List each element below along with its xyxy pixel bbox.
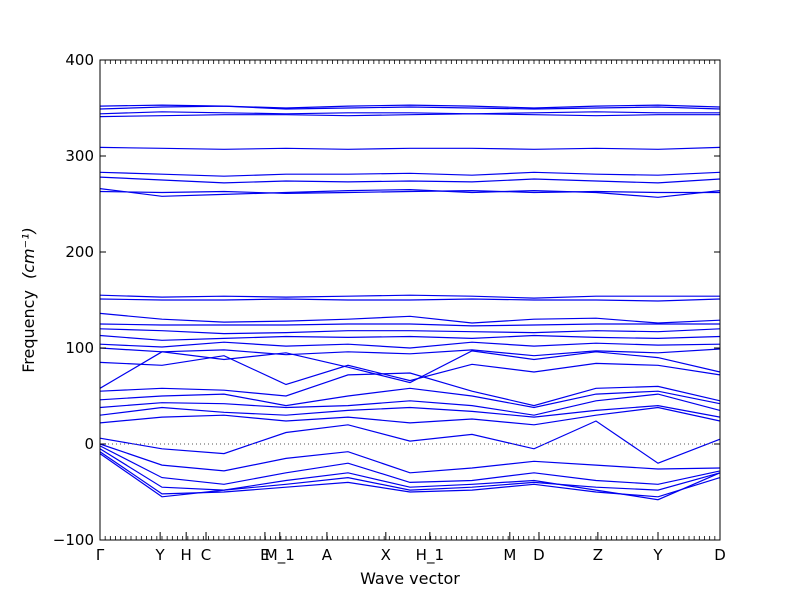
band-line-22 [99, 393, 721, 416]
band-line-13 [99, 323, 720, 327]
y-axis-label-text: Frequency [19, 290, 38, 373]
band-line-21 [99, 387, 721, 409]
band-line-9 [99, 189, 720, 195]
band-line-24 [99, 406, 721, 426]
x-tick-label: M [503, 546, 516, 564]
band-line-14 [99, 328, 721, 335]
band-line-19 [99, 355, 721, 386]
x-tick-label: D [714, 546, 726, 564]
x-tick-label: H [181, 546, 192, 564]
band-line-18 [99, 350, 721, 389]
band-line-20 [99, 372, 721, 407]
x-tick-label: A [322, 546, 333, 564]
y-axis-ticks: −100 0 100 200 300 400 [53, 51, 720, 549]
band-line-2 [99, 105, 721, 110]
band-line-4 [99, 113, 720, 118]
y-tick-label: 200 [65, 243, 94, 261]
band-line-12 [99, 312, 721, 324]
y-axis-label-unit: (cm⁻¹) [19, 227, 38, 279]
band-line-26 [99, 443, 721, 474]
band-line-28 [99, 448, 721, 491]
band-line-11 [99, 298, 721, 302]
x-axis-label: Wave vector [360, 569, 460, 588]
band-line-3 [99, 111, 720, 115]
x-tick-label: Y [155, 546, 166, 564]
band-line-16 [99, 341, 721, 349]
band-line-25 [99, 420, 721, 464]
y-tick-label: 400 [65, 51, 94, 69]
band-line-5 [99, 146, 721, 150]
band-line-15 [99, 334, 721, 341]
band-line-8 [99, 188, 721, 198]
band-line-10 [99, 294, 720, 299]
y-tick-label: 0 [84, 435, 94, 453]
band-line-23 [99, 404, 721, 418]
x-axis-ticks: Γ Y H C EM_1 A X H_1 M D Z Y D [96, 60, 726, 565]
band-line-7 [99, 176, 721, 184]
band-line-17 [99, 347, 721, 357]
y-axis-label: Frequency (cm⁻¹) [19, 227, 38, 372]
x-tick-label: M_1 [265, 546, 295, 565]
x-tick-label: E [260, 546, 269, 564]
band-line-30 [99, 453, 721, 501]
band-lines [99, 104, 721, 501]
band-line-27 [99, 445, 721, 485]
x-tick-label: C [201, 546, 211, 564]
y-tick-label: 100 [65, 339, 94, 357]
x-tick-label: H_1 [416, 546, 444, 565]
y-tick-label: 300 [65, 147, 94, 165]
x-tick-label: Γ [96, 546, 105, 564]
x-tick-label: D [533, 546, 545, 564]
x-tick-label: Z [593, 546, 603, 564]
x-tick-label: X [381, 546, 391, 564]
band-line-6 [99, 171, 721, 177]
x-tick-label: Y [652, 546, 663, 564]
band-line-1 [99, 104, 721, 109]
y-tick-label: −100 [53, 531, 94, 549]
